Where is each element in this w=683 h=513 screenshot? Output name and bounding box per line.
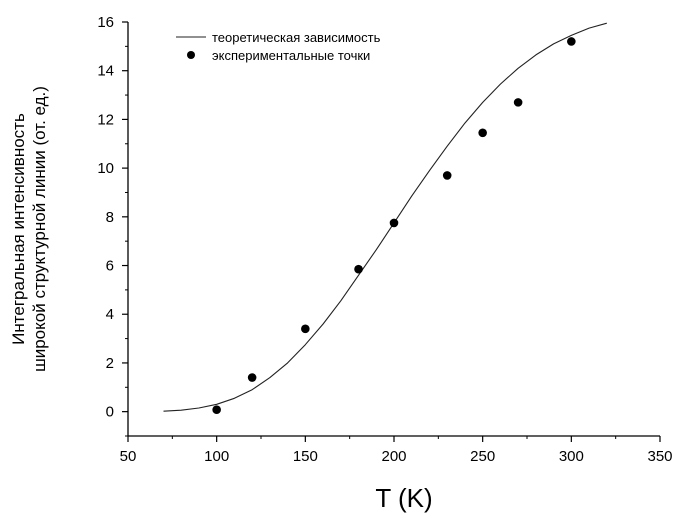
x-tick-label: 200 xyxy=(381,448,406,465)
y-axis-ticks: 0 2 4 6 8 10 12 14 16 xyxy=(97,14,128,437)
theory-curve-line xyxy=(163,22,607,412)
data-point xyxy=(212,405,221,414)
legend-label-experiment: экспериментальные точки xyxy=(212,48,370,63)
x-axis-ticks: 50 100 150 200 250 300 350 xyxy=(120,436,673,465)
x-tick-label: 250 xyxy=(470,448,495,465)
data-point xyxy=(247,373,257,382)
data-point xyxy=(301,324,310,334)
y-axis-title-line2: широкой структурной линии (от. ед.) xyxy=(30,86,49,372)
plot-area xyxy=(163,22,607,414)
x-tick-label: 300 xyxy=(559,448,584,465)
y-axis-title-line1: Интегральная интенсивность xyxy=(9,113,28,345)
y-tick-label: 6 xyxy=(106,258,114,275)
y-tick-label: 0 xyxy=(106,404,114,421)
y-tick-label: 2 xyxy=(106,355,114,372)
y-tick-label: 4 xyxy=(106,306,114,323)
y-tick-label: 8 xyxy=(106,209,114,226)
x-axis-title: T (K) xyxy=(375,483,432,513)
data-point xyxy=(567,37,576,46)
legend-point-swatch xyxy=(187,51,195,59)
axes xyxy=(127,22,660,437)
data-point xyxy=(513,98,523,107)
y-tick-label: 14 xyxy=(97,63,114,80)
x-tick-label: 100 xyxy=(204,448,229,465)
x-tick-label: 350 xyxy=(647,448,672,465)
legend-label-theory: теоретическая зависимость xyxy=(212,30,381,45)
data-point xyxy=(354,264,363,274)
legend: теоретическая зависимость экспериментальн… xyxy=(176,30,381,63)
data-point xyxy=(442,171,452,180)
y-tick-label: 12 xyxy=(97,111,114,128)
x-tick-label: 150 xyxy=(293,448,318,465)
data-point xyxy=(478,128,487,138)
data-point xyxy=(389,218,399,228)
y-tick-label: 10 xyxy=(97,160,114,177)
x-tick-label: 50 xyxy=(120,448,137,465)
y-tick-label: 16 xyxy=(97,14,114,31)
